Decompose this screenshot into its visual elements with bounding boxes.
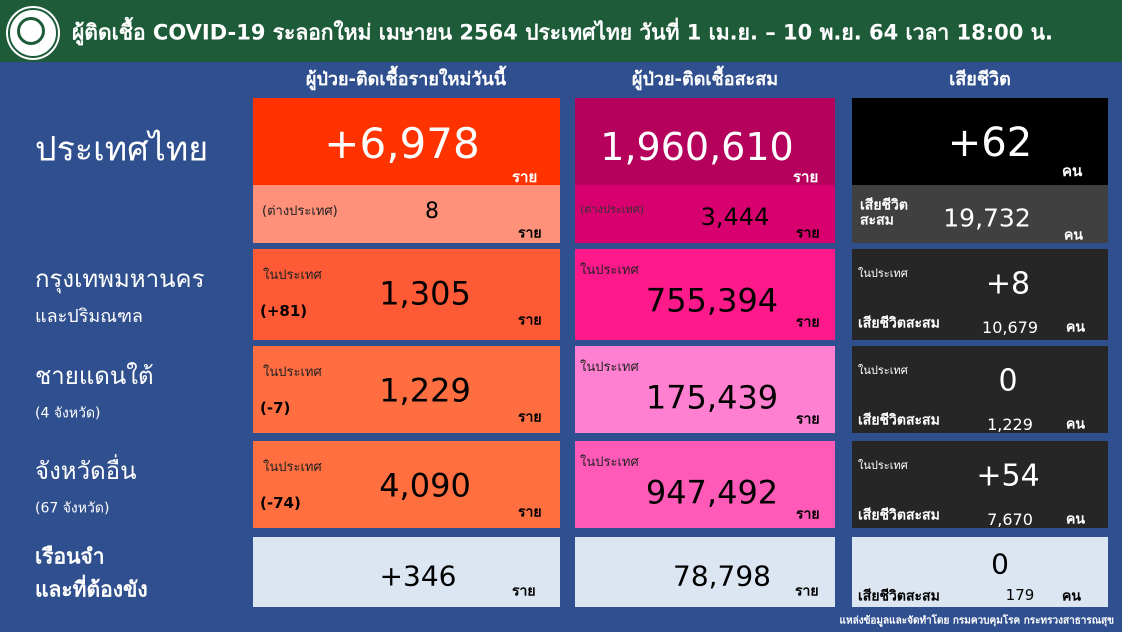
label: เสียชีวิต สะสม	[860, 197, 908, 229]
unit: คน	[1064, 227, 1083, 244]
new-cell	[253, 441, 560, 528]
label: ในประเทศ	[858, 458, 908, 472]
deaths-cell	[852, 249, 1108, 340]
unit: ราย	[796, 314, 820, 331]
new-cell	[253, 249, 560, 340]
unit: ราย	[796, 411, 820, 428]
unit: ราย	[518, 504, 542, 521]
deaths-cell	[852, 346, 1108, 433]
unit: ราย	[793, 167, 819, 186]
value: 1,229	[987, 415, 1033, 435]
column-header: ผู้ป่วย-ติดเชื้อรายใหม่วันนี้	[305, 69, 507, 91]
label: ในประเทศ	[858, 266, 908, 280]
source: แหล่งข้อมูลและจัดทำโดย กรมควบคุมโรค กระท…	[839, 615, 1114, 627]
row-label: ประเทศไทย	[35, 129, 209, 170]
value: 10,679	[982, 318, 1038, 338]
row-label: เรือนจำ	[35, 544, 105, 569]
unit: คน	[1062, 588, 1081, 605]
unit: คน	[1066, 416, 1085, 433]
value: +62	[947, 120, 1033, 166]
deaths-total-cell	[852, 185, 1108, 243]
label: ในประเทศ	[263, 459, 322, 475]
label: ในประเทศ	[263, 364, 322, 380]
row-sublabel: และปริมณฑล	[35, 306, 143, 328]
column-header: ผู้ป่วย-ติดเชื้อสะสม	[631, 69, 779, 91]
value: 947,492	[645, 473, 779, 512]
row-label: ชายแดนใต้	[35, 361, 154, 390]
deaths-cell	[852, 98, 1108, 185]
label: (ต่างประเทศ)	[580, 202, 645, 216]
row-label: จังหวัดอื่น	[35, 456, 137, 485]
unit: คน	[1066, 511, 1085, 528]
label: (ต่างประเทศ)	[262, 203, 338, 219]
change: (-7)	[260, 398, 291, 417]
value: 8	[425, 198, 439, 224]
total-cell	[575, 346, 835, 433]
unit: ราย	[512, 583, 536, 600]
unit: ราย	[512, 167, 538, 186]
unit: คน	[1062, 161, 1083, 180]
value: 3,444	[700, 202, 770, 231]
unit: ราย	[518, 409, 542, 426]
value: 179	[1005, 585, 1035, 604]
unit: ราย	[796, 225, 820, 242]
deaths-cell	[852, 537, 1108, 607]
new-abroad-cell	[253, 185, 560, 243]
total-abroad-cell	[575, 185, 835, 243]
row-sublabel: (67 จังหวัด)	[35, 500, 110, 517]
new-cell	[253, 98, 560, 185]
value: 1,960,610	[600, 125, 794, 170]
deaths-cell	[852, 441, 1108, 528]
logo-mark	[17, 17, 45, 45]
label: ในประเทศ	[858, 363, 908, 377]
row-sublabel: และที่ต้องขัง	[35, 577, 148, 602]
value: 78,798	[673, 559, 771, 593]
value: 4,090	[379, 466, 471, 505]
unit: ราย	[795, 583, 819, 600]
value: 0	[998, 363, 1018, 399]
total-cell	[575, 249, 835, 340]
unit: คน	[1066, 319, 1085, 336]
label: เสียชีวิตสะสม	[858, 315, 940, 332]
value: +6,978	[324, 118, 480, 168]
title: ผู้ติดเชื้อ COVID-19 ระลอกใหม่ เมษายน 25…	[72, 20, 1053, 45]
value: 7,670	[987, 510, 1033, 530]
new-cell	[253, 537, 560, 607]
column-header: เสียชีวิต	[949, 69, 1011, 91]
unit: ราย	[518, 225, 542, 242]
value: +8	[985, 266, 1031, 302]
value: 1,305	[379, 274, 471, 313]
row-sublabel: (4 จังหวัด)	[35, 405, 101, 422]
label: ในประเทศ	[580, 454, 639, 470]
value: 755,394	[645, 281, 779, 320]
total-cell	[575, 537, 835, 607]
value: 19,732	[943, 203, 1031, 233]
value: +346	[379, 559, 457, 593]
value: 1,229	[379, 371, 471, 410]
value: 175,439	[645, 378, 779, 417]
row-label: กรุงเทพมหานคร	[35, 264, 205, 293]
value: +54	[976, 458, 1040, 494]
value: 0	[991, 547, 1009, 581]
unit: ราย	[796, 506, 820, 523]
total-cell	[575, 441, 835, 528]
change: (+81)	[260, 301, 308, 320]
label: ในประเทศ	[263, 267, 322, 283]
label: เสียชีวิตสะสม	[858, 588, 940, 605]
unit: ราย	[518, 312, 542, 329]
label: เสียชีวิตสะสม	[858, 507, 940, 524]
change: (-74)	[260, 493, 301, 512]
label: เสียชีวิตสะสม	[858, 412, 940, 429]
header-bar	[0, 0, 1122, 62]
label: ในประเทศ	[580, 359, 639, 375]
new-cell	[253, 346, 560, 433]
label: ในประเทศ	[580, 262, 639, 278]
total-cell	[575, 98, 835, 185]
